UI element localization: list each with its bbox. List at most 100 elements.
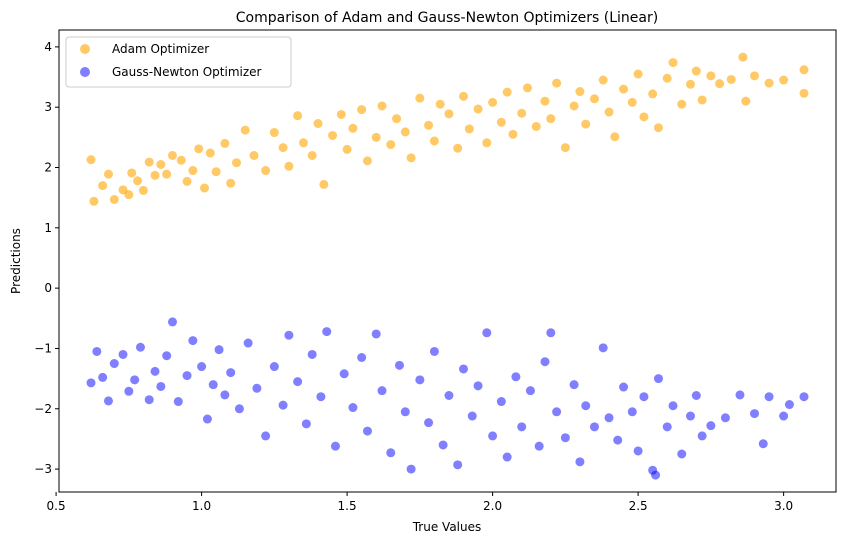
y-tick-label: 4 [44, 40, 52, 54]
gauss-newton-point-41 [377, 386, 387, 396]
gauss-newton-point-63 [540, 357, 550, 367]
gauss-newton-point-76 [633, 446, 643, 456]
adam-point-50 [429, 136, 439, 146]
gauss-newton-point-37 [348, 403, 358, 413]
adam-point-0 [86, 155, 96, 165]
adam-point-59 [496, 117, 506, 127]
x-tick-label: 2.5 [629, 499, 648, 513]
adam-point-22 [220, 138, 230, 148]
gauss-newton-point-19 [208, 380, 218, 390]
gauss-newton-point-46 [415, 375, 425, 385]
gauss-newton-point-81 [662, 422, 672, 432]
gauss-newton-point-25 [252, 383, 262, 393]
adam-point-68 [560, 143, 570, 153]
gauss-newton-point-73 [613, 435, 623, 445]
gauss-newton-point-72 [604, 413, 614, 423]
x-tick-label: 2.0 [483, 499, 502, 513]
gauss-newton-point-12 [162, 351, 172, 361]
adam-point-84 [677, 99, 687, 109]
adam-point-72 [589, 94, 599, 104]
adam-point-20 [205, 148, 215, 158]
adam-point-8 [133, 176, 143, 186]
gauss-newton-point-23 [234, 404, 244, 414]
adam-point-56 [473, 104, 483, 114]
gauss-newton-point-75 [627, 407, 637, 417]
gauss-newton-point-30 [293, 377, 303, 387]
gauss-newton-point-84 [685, 411, 695, 421]
gauss-newton-point-2 [98, 372, 108, 382]
adam-point-17 [188, 166, 198, 176]
adam-point-9 [138, 185, 148, 195]
gauss-newton-point-67 [569, 380, 579, 390]
legend-box [65, 36, 292, 88]
x-tick-label: 0.5 [47, 499, 66, 513]
adam-point-48 [415, 93, 425, 103]
adam-point-46 [400, 127, 410, 137]
legend: Adam Optimizer Gauss-Newton Optimizer [65, 36, 292, 88]
adam-point-28 [269, 128, 279, 138]
gauss-newton-point-15 [182, 371, 192, 381]
adam-point-65 [540, 96, 550, 106]
adam-point-58 [488, 97, 498, 107]
adam-point-77 [627, 97, 637, 107]
adam-point-43 [377, 101, 387, 111]
gauss-newton-point-61 [525, 386, 535, 396]
gauss-newton-point-16 [188, 336, 198, 346]
gauss-newton-point-90 [750, 409, 760, 419]
gauss-newton-point-52 [459, 364, 469, 374]
adam-point-54 [459, 91, 469, 101]
adam-point-70 [575, 87, 585, 97]
adam-point-83 [668, 58, 678, 68]
gauss-newton-point-94 [784, 400, 794, 410]
adam-point-73 [598, 75, 608, 85]
gauss-newton-point-13 [167, 317, 177, 327]
adam-point-45 [392, 114, 402, 124]
gauss-newton-point-74 [619, 382, 629, 392]
adam-point-26 [249, 150, 259, 160]
gauss-newton-point-64 [546, 328, 556, 338]
gauss-newton-point-28 [278, 400, 288, 410]
adam-point-61 [508, 129, 518, 139]
gauss-newton-point-95 [799, 392, 809, 402]
adam-point-30 [284, 161, 294, 171]
adam-point-41 [362, 156, 372, 166]
gauss-newton-point-17 [197, 362, 207, 372]
gauss-newton-point-39 [362, 426, 372, 436]
adam-point-47 [406, 153, 416, 163]
gauss-newton-point-65 [552, 407, 562, 417]
adam-point-11 [150, 170, 160, 180]
x-tick-label: 1.0 [192, 499, 211, 513]
gauss-newton-point-9 [144, 395, 154, 405]
gauss-newton-point-1 [92, 346, 102, 356]
adam-point-75 [610, 132, 620, 142]
gauss-newton-point-92 [764, 392, 774, 402]
gauss-newton-point-8 [135, 342, 145, 352]
adam-point-95 [779, 75, 789, 85]
adam-point-88 [706, 71, 716, 81]
gauss-newton-point-56 [488, 431, 498, 441]
adam-point-96 [799, 88, 809, 98]
y-tick-label: −3 [34, 462, 52, 476]
adam-point-35 [319, 179, 329, 189]
adam-point-49 [424, 120, 434, 130]
x-axis-label: True Values [412, 520, 482, 534]
adam-point-18 [194, 144, 204, 154]
adam-point-33 [307, 150, 317, 160]
adam-point-52 [444, 109, 454, 119]
gauss-newton-point-68 [575, 457, 585, 467]
gauss-newton-point-85 [691, 391, 701, 400]
gauss-newton-point-82 [668, 401, 678, 411]
gauss-newton-point-0 [86, 378, 96, 388]
gauss-newton-point-54 [473, 381, 483, 391]
gauss-newton-point-50 [444, 391, 454, 400]
adam-point-29 [278, 143, 288, 153]
x-axis: 0.5 1.0 1.5 2.0 2.5 3.0 [47, 492, 793, 513]
gauss-newton-point-38 [357, 353, 367, 362]
adam-point-76 [619, 84, 629, 94]
adam-point-36 [328, 131, 338, 141]
adam-point-6 [124, 190, 134, 200]
gauss-newton-point-10 [150, 366, 160, 376]
gauss-newton-point-62 [534, 441, 544, 451]
adam-point-2 [98, 181, 108, 191]
